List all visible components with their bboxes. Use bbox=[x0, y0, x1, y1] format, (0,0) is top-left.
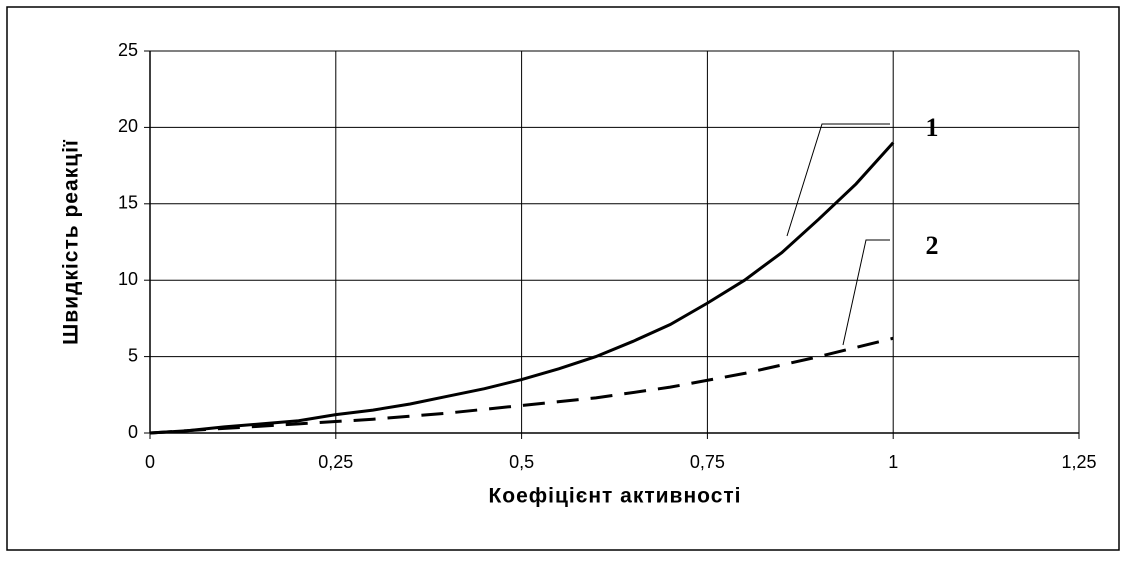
y-tick-label: 5 bbox=[128, 345, 138, 365]
y-axis-title: Швидкість реакції bbox=[60, 139, 83, 345]
leader-line bbox=[842, 239, 890, 346]
x-tick-label: 1 bbox=[888, 452, 898, 472]
series-label: 1 bbox=[926, 113, 939, 142]
series-label: 2 bbox=[926, 231, 939, 260]
x-axis-title: Коефіцієнт активності bbox=[488, 485, 741, 508]
x-tick-label: 0 bbox=[145, 452, 155, 472]
series-line bbox=[149, 336, 894, 435]
y-tick-label: 10 bbox=[118, 269, 138, 289]
series-line bbox=[149, 141, 895, 435]
x-tick-label: 1,25 bbox=[1061, 452, 1096, 472]
leader-line bbox=[786, 123, 890, 237]
x-tick-label: 0,5 bbox=[509, 452, 534, 472]
y-tick-label: 25 bbox=[118, 40, 138, 60]
chart-frame bbox=[6, 6, 1120, 551]
x-tick-label: 0,25 bbox=[318, 452, 353, 472]
y-tick-label: 15 bbox=[118, 193, 138, 213]
y-tick-label: 0 bbox=[128, 422, 138, 442]
y-tick-label: 20 bbox=[118, 116, 138, 136]
x-tick-label: 0,75 bbox=[690, 452, 725, 472]
